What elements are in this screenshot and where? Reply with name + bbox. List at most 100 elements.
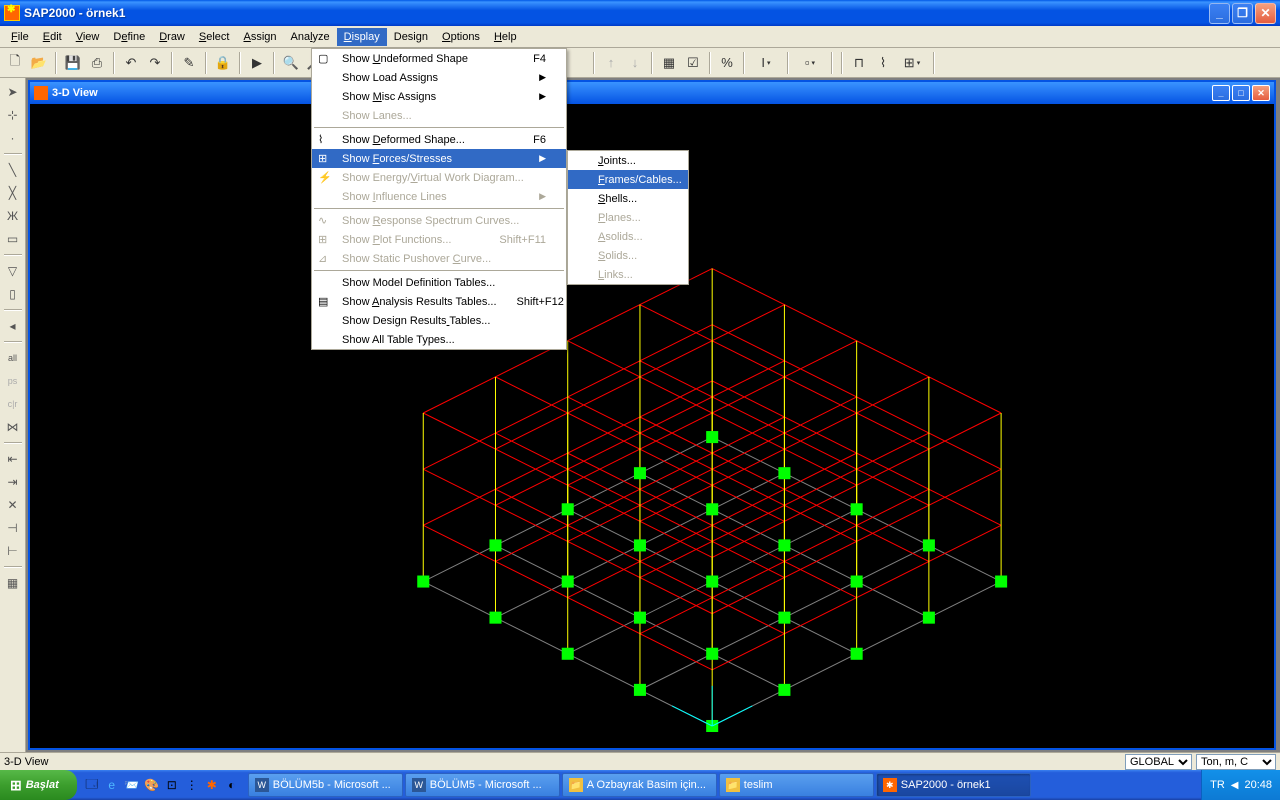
tool-s[interactable]: ▦ (3, 573, 23, 593)
zoom-in-icon[interactable]: 🔍 (280, 52, 302, 74)
menuitem[interactable]: Show Design Results Tables... (312, 311, 566, 330)
tool-j[interactable]: all (3, 348, 23, 368)
menuitem: ⊿Show Static Pushover Curve... (312, 249, 566, 268)
display-menu: ▢Show Undeformed ShapeF4Show Load Assign… (311, 48, 567, 350)
task-button[interactable]: ✱SAP2000 - örnek1 (876, 773, 1031, 797)
task-button[interactable]: 📁teslim (719, 773, 874, 797)
menuitem[interactable]: Show Misc Assigns▶ (312, 87, 566, 106)
menuitem[interactable]: ▢Show Undeformed ShapeF4 (312, 49, 566, 68)
menu-display[interactable]: Display (337, 28, 387, 46)
tool-p[interactable]: ✕ (3, 495, 23, 515)
titlebar: SAP2000 - örnek1 _ ❐ ✕ (0, 0, 1280, 26)
tool-n[interactable]: ⇤ (3, 449, 23, 469)
menuitem[interactable]: Frames/Cables... (568, 170, 688, 189)
menu-draw[interactable]: Draw (152, 28, 192, 46)
menuitem[interactable]: Show Load Assigns▶ (312, 68, 566, 87)
up-arrow-icon[interactable]: ↑ (600, 52, 622, 74)
menu-select[interactable]: Select (192, 28, 237, 46)
menuitem[interactable]: ⌇Show Deformed Shape...F6 (312, 130, 566, 149)
menu-edit[interactable]: Edit (36, 28, 69, 46)
system-tray: TR ◀ 20:48 (1201, 770, 1280, 800)
menuitem[interactable]: Show Model Definition Tables... (312, 273, 566, 292)
ql-sap-icon[interactable]: ✱ (203, 776, 221, 794)
ql-8[interactable]: ◐ (223, 776, 241, 794)
tool-g[interactable]: ▽ (3, 261, 23, 281)
redo-icon[interactable]: ↷ (144, 52, 166, 74)
tool-1[interactable]: ▦ (658, 52, 680, 74)
save-icon[interactable]: 💾 (62, 52, 84, 74)
refresh-icon[interactable]: ✎ (178, 52, 200, 74)
ql-5[interactable]: ⊡ (163, 776, 181, 794)
coord-select[interactable]: GLOBAL (1125, 754, 1192, 770)
lock-icon[interactable]: 🔒 (212, 52, 234, 74)
tool-f[interactable]: ▭ (3, 229, 23, 249)
left-toolbar: ➤ ⊹ · ╲ ╳ Ж ▭ ▽ ▯ ◂ all ps c|r ⋈ ⇤ ⇥ ✕ ⊣… (0, 78, 26, 752)
tool-e[interactable]: Ж (3, 206, 23, 226)
ql-3[interactable]: 📨 (123, 776, 141, 794)
menu-options[interactable]: Options (435, 28, 487, 46)
app-icon (4, 5, 20, 21)
ql-6[interactable]: ⋮ (183, 776, 201, 794)
ql-1[interactable]: 🗔 (83, 776, 101, 794)
maximize-button[interactable]: ❐ (1232, 3, 1253, 24)
task-button[interactable]: WBÖLÜM5 - Microsoft ... (405, 773, 560, 797)
tray-lang[interactable]: TR (1210, 779, 1225, 791)
menuitem: Asolids... (568, 227, 688, 246)
menuitem[interactable]: ⊞Show Forces/Stresses▶ (312, 149, 566, 168)
tool-d[interactable]: ╳ (3, 183, 23, 203)
tool-2[interactable]: ☑ (682, 52, 704, 74)
menuitem[interactable]: Joints... (568, 151, 688, 170)
status-left: 3-D View (4, 756, 1125, 768)
ql-ie-icon[interactable]: e (103, 776, 121, 794)
tool-k[interactable]: ps (3, 371, 23, 391)
tool-5[interactable]: ▫ (794, 52, 826, 74)
tool-q[interactable]: ⊣ (3, 518, 23, 538)
tool-c[interactable]: ╲ (3, 160, 23, 180)
menu-design[interactable]: Design (387, 28, 435, 46)
tool-l[interactable]: c|r (3, 394, 23, 414)
units-select[interactable]: Ton, m, C (1196, 754, 1276, 770)
menuitem[interactable]: Shells... (568, 189, 688, 208)
minimize-button[interactable]: _ (1209, 3, 1230, 24)
tool-o[interactable]: ⇥ (3, 472, 23, 492)
start-button[interactable]: Başlat (0, 770, 77, 800)
pointer-icon[interactable]: ➤ (3, 82, 23, 102)
tool-7[interactable]: ⌇ (872, 52, 894, 74)
task-button[interactable]: WBÖLÜM5b - Microsoft ... (248, 773, 403, 797)
close-button[interactable]: ✕ (1255, 3, 1276, 24)
open-icon[interactable]: 📂 (28, 52, 50, 74)
undo-icon[interactable]: ↶ (120, 52, 142, 74)
menu-file[interactable]: File (4, 28, 36, 46)
print-icon[interactable]: ⎙ (86, 52, 108, 74)
tool-h[interactable]: ▯ (3, 284, 23, 304)
run-icon[interactable]: ▶ (246, 52, 268, 74)
down-arrow-icon[interactable]: ↓ (624, 52, 646, 74)
menuitem[interactable]: ▤Show Analysis Results Tables...Shift+F1… (312, 292, 566, 311)
menu-help[interactable]: Help (487, 28, 524, 46)
tool-a[interactable]: ⊹ (3, 105, 23, 125)
menuitem[interactable]: Show All Table Types... (312, 330, 566, 349)
tool-3[interactable]: % (716, 52, 738, 74)
tray-icon[interactable]: ◀ (1231, 780, 1239, 791)
tool-m[interactable]: ⋈ (3, 417, 23, 437)
task-button[interactable]: 📁A Ozbayrak Basim için... (562, 773, 717, 797)
tool-4[interactable]: I (750, 52, 782, 74)
tool-b[interactable]: · (3, 128, 23, 148)
menu-analyze[interactable]: Analyze (284, 28, 337, 46)
view-maximize-button[interactable]: □ (1232, 85, 1250, 101)
tool-i[interactable]: ◂ (3, 316, 23, 336)
menu-view[interactable]: View (69, 28, 107, 46)
menu-assign[interactable]: Assign (236, 28, 283, 46)
view-minimize-button[interactable]: _ (1212, 85, 1230, 101)
view-title: 3-D View (52, 87, 98, 99)
tool-r[interactable]: ⊢ (3, 541, 23, 561)
new-icon[interactable]: 🗋 (4, 52, 26, 74)
toolbar: 🗋 📂 💾 ⎙ ↶ ↷ ✎ 🔒 ▶ 🔍 🔎 ↑ ↓ ▦ ☑ % I ▫ ⊓ ⌇ … (0, 48, 1280, 78)
tool-8[interactable]: ⊞ (896, 52, 928, 74)
view-close-button[interactable]: ✕ (1252, 85, 1270, 101)
ql-4[interactable]: 🎨 (143, 776, 161, 794)
statusbar: 3-D View GLOBAL Ton, m, C (0, 752, 1280, 770)
tool-6[interactable]: ⊓ (848, 52, 870, 74)
menu-define[interactable]: Define (106, 28, 152, 46)
app-title: SAP2000 - örnek1 (24, 6, 1207, 20)
